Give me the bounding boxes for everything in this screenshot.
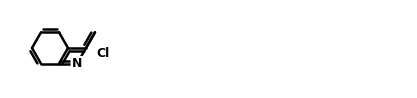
Text: Cl: Cl [96,46,109,59]
Text: N: N [72,57,82,70]
